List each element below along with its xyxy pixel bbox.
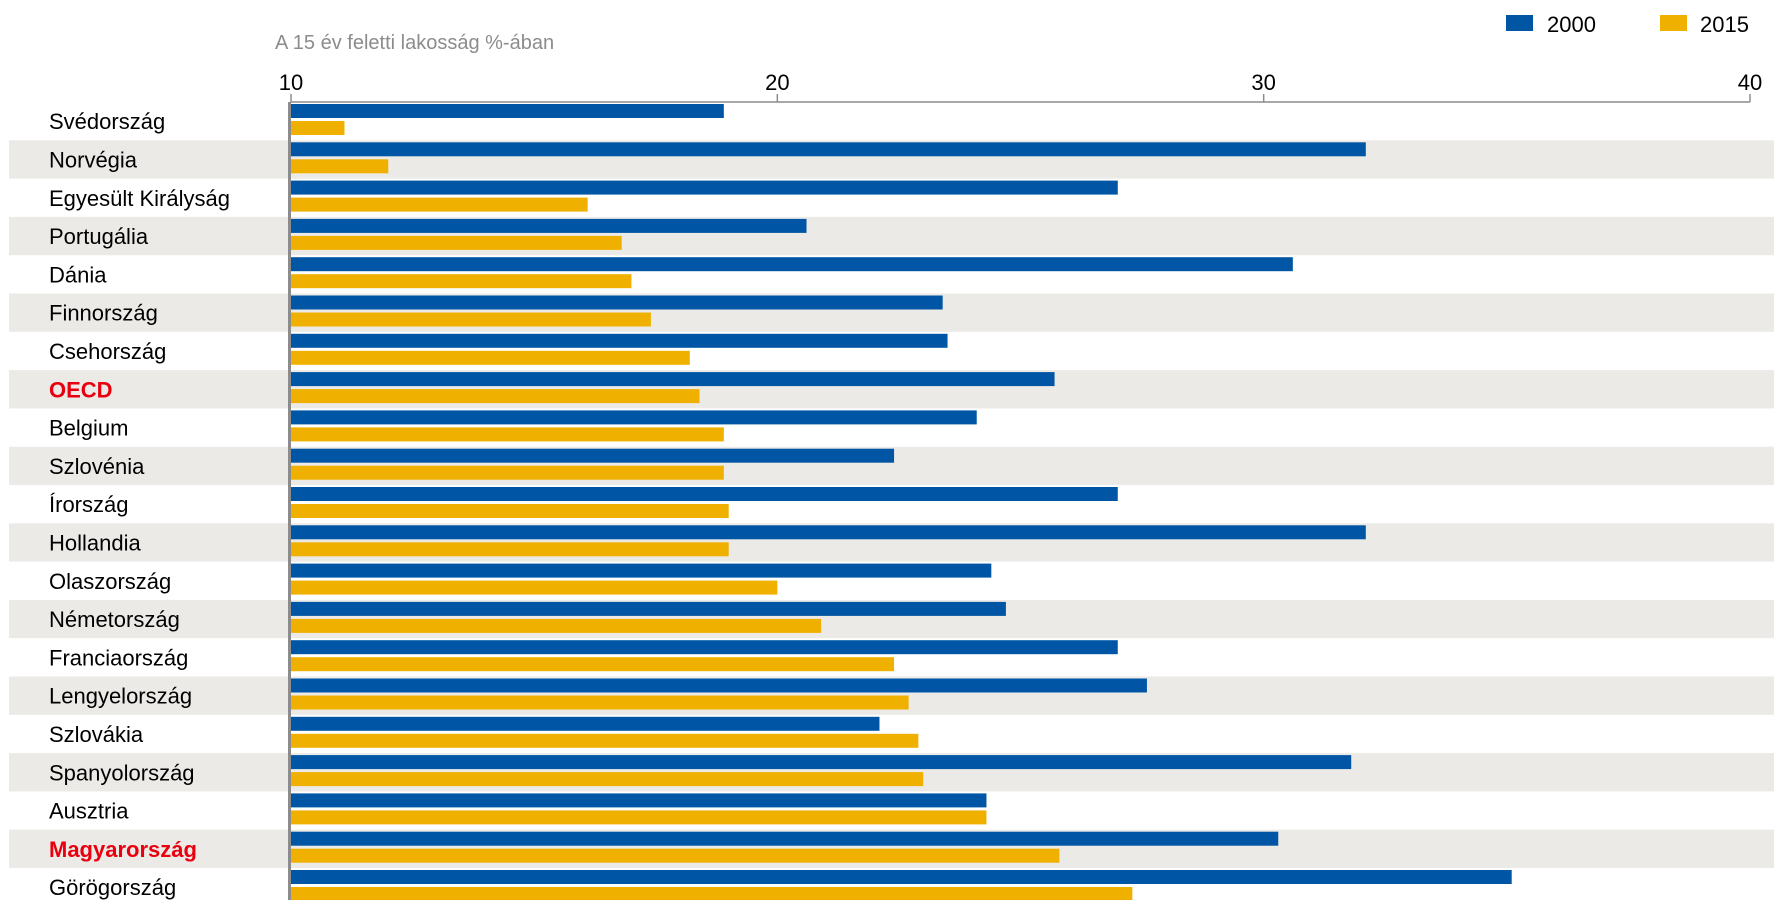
bar-2015-3 <box>291 235 622 250</box>
legend-label-2015: 2015 <box>1700 12 1749 37</box>
bar-2015-5 <box>291 312 651 327</box>
legend-swatch-2000 <box>1506 15 1533 31</box>
category-label: Csehország <box>49 339 166 364</box>
bar-2000-18 <box>291 793 987 808</box>
category-label: Olaszország <box>49 569 171 594</box>
bar-2015-17 <box>291 772 924 787</box>
bar-2015-0 <box>291 121 345 135</box>
bar-2000-5 <box>291 295 943 310</box>
x-tick-label: 30 <box>1251 70 1275 95</box>
category-label: Írország <box>49 492 128 517</box>
bar-2000-13 <box>291 601 1006 616</box>
bar-2015-14 <box>291 657 895 672</box>
bar-2000-17 <box>291 755 1352 770</box>
category-label: Görögország <box>49 875 176 900</box>
bar-2015-11 <box>291 542 729 557</box>
legend-label-2000: 2000 <box>1547 12 1596 37</box>
bar-2000-10 <box>291 487 1118 501</box>
bar-2015-16 <box>291 733 919 748</box>
bar-2000-14 <box>291 640 1118 655</box>
bar-2000-16 <box>291 716 880 731</box>
category-label: Portugália <box>49 224 149 249</box>
category-label: OECD <box>49 377 113 402</box>
bar-2000-19 <box>291 831 1279 846</box>
category-label: Szlovénia <box>49 454 145 479</box>
bar-2000-15 <box>291 678 1147 693</box>
bar-2015-7 <box>291 389 700 404</box>
category-label: Lengyelország <box>49 684 192 709</box>
bar-2015-9 <box>291 465 724 480</box>
category-label: Finnország <box>49 301 158 326</box>
x-tick-label: 40 <box>1738 70 1762 95</box>
category-label: Belgium <box>49 416 128 441</box>
bar-2015-20 <box>291 887 1133 900</box>
category-label: Ausztria <box>49 799 129 824</box>
bar-2000-6 <box>291 333 948 348</box>
bar-2015-15 <box>291 695 909 710</box>
category-label: Szlovákia <box>49 722 144 747</box>
bar-2015-6 <box>291 350 690 365</box>
bar-2000-12 <box>291 563 992 578</box>
bar-2000-3 <box>291 218 807 233</box>
category-label: Dánia <box>49 262 107 287</box>
x-axis-title: A 15 év feletti lakosság %-ában <box>275 32 554 54</box>
row-band <box>9 216 1774 256</box>
legend: 2000 2015 <box>1506 12 1749 37</box>
bar-2000-7 <box>291 372 1055 387</box>
bar-2015-2 <box>291 197 588 212</box>
category-label: Magyarország <box>49 837 197 862</box>
bar-2000-2 <box>291 180 1118 195</box>
bar-2000-0 <box>291 104 724 118</box>
bar-2000-9 <box>291 448 895 463</box>
bar-2000-20 <box>291 870 1512 884</box>
category-label: Hollandia <box>49 530 141 555</box>
bar-2015-19 <box>291 848 1060 863</box>
category-label: Norvégia <box>49 147 138 172</box>
bars <box>291 104 1512 900</box>
category-label: Franciaország <box>49 645 188 670</box>
category-labels: Svédország Norvégia Egyesült Királyság Port… <box>49 109 230 900</box>
category-label: Egyesült Királyság <box>49 186 230 211</box>
bar-2000-4 <box>291 257 1293 272</box>
x-tick-label: 20 <box>765 70 789 95</box>
x-tick-label: 10 <box>279 70 303 95</box>
bar-2015-8 <box>291 427 724 442</box>
bar-2015-10 <box>291 504 729 518</box>
y-baseline <box>288 102 291 900</box>
legend-swatch-2015 <box>1660 15 1687 31</box>
bar-2015-12 <box>291 580 778 595</box>
category-label: Németország <box>49 607 180 632</box>
bar-2000-11 <box>291 525 1366 540</box>
bar-2015-13 <box>291 618 822 633</box>
bar-2015-1 <box>291 159 389 174</box>
category-label: Spanyolország <box>49 760 195 785</box>
bar-2000-1 <box>291 142 1366 157</box>
x-axis: 10 20 30 40 <box>279 70 1762 900</box>
bar-2000-8 <box>291 410 977 425</box>
bar-2015-4 <box>291 274 632 289</box>
bar-2015-18 <box>291 810 987 825</box>
category-label: Svédország <box>49 109 165 134</box>
